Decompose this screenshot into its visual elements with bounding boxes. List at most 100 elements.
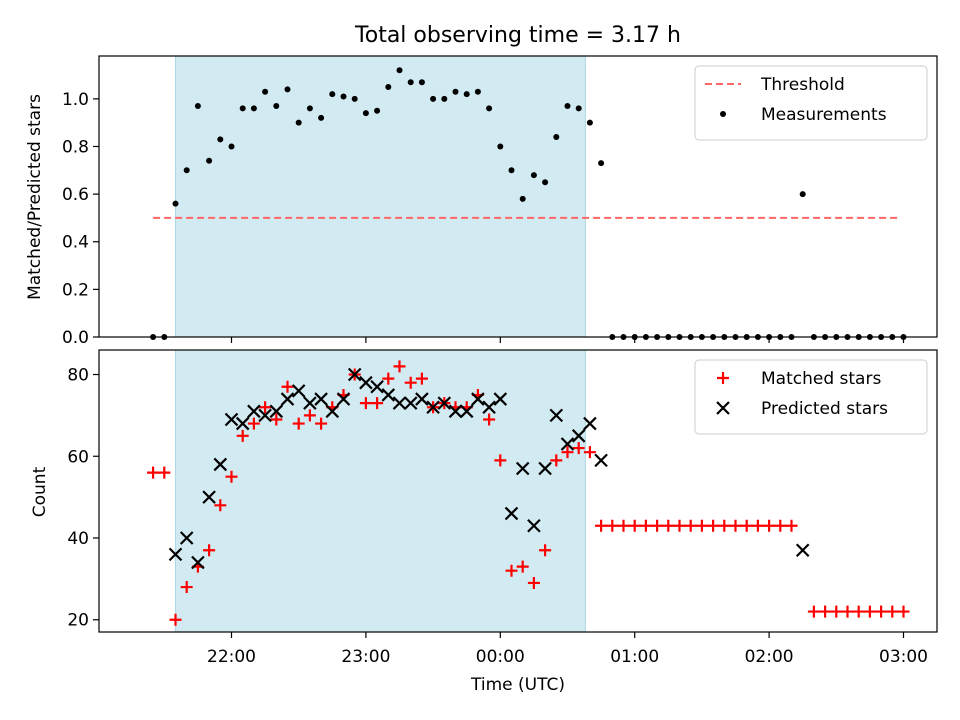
data-point <box>875 605 888 618</box>
data-point <box>183 167 190 174</box>
data-point <box>448 404 463 419</box>
highlight-span <box>175 349 586 633</box>
data-point <box>740 519 753 532</box>
y-tick-label: 0.6 <box>62 185 89 205</box>
data-point <box>493 392 508 406</box>
data-point <box>236 429 249 442</box>
data-point <box>280 392 295 406</box>
data-point <box>235 416 250 431</box>
data-point <box>374 107 381 114</box>
series-1 <box>168 367 810 570</box>
data-point <box>852 605 865 618</box>
data-point <box>684 519 697 532</box>
data-point <box>583 416 597 431</box>
data-point <box>169 613 182 626</box>
data-point <box>362 110 369 117</box>
data-point <box>430 95 437 102</box>
x-tick-label: 03:00 <box>879 647 928 667</box>
data-point <box>819 605 832 618</box>
data-point <box>718 519 731 532</box>
data-point <box>886 605 899 618</box>
legend-label: Measurements <box>761 105 887 125</box>
data-point <box>695 519 708 532</box>
data-point <box>351 95 358 102</box>
data-point <box>504 506 519 521</box>
data-point <box>270 413 283 426</box>
data-point <box>437 396 452 410</box>
axes-frame <box>98 349 938 633</box>
data-point <box>393 360 406 373</box>
data-point <box>707 519 720 532</box>
data-point <box>539 544 552 557</box>
data-point <box>415 392 429 406</box>
data-point <box>561 446 574 459</box>
data-point <box>292 417 305 430</box>
data-point <box>519 195 526 202</box>
data-point <box>785 519 798 532</box>
data-point <box>404 376 417 389</box>
series-0 <box>147 360 910 626</box>
data-point <box>306 105 313 112</box>
axes-frame <box>98 55 938 338</box>
data-point <box>542 179 549 186</box>
data-point <box>527 576 540 589</box>
data-point <box>494 454 507 467</box>
data-point <box>763 519 776 532</box>
data-point <box>336 392 351 406</box>
data-point <box>628 519 641 532</box>
data-point <box>273 103 280 110</box>
data-point <box>515 461 530 476</box>
data-point <box>807 605 820 618</box>
data-point <box>291 384 306 398</box>
data-point <box>729 519 742 532</box>
data-point <box>564 103 571 110</box>
data-point <box>303 409 316 422</box>
data-point <box>795 543 810 558</box>
y-tick-label: 1.0 <box>62 90 89 110</box>
data-point <box>538 461 552 476</box>
data-point <box>325 404 340 419</box>
data-point <box>530 172 537 179</box>
data-point <box>239 105 246 112</box>
data-point <box>441 95 448 102</box>
data-point <box>284 86 291 93</box>
data-point <box>203 544 216 557</box>
data-point <box>250 105 257 112</box>
data-point <box>385 83 392 90</box>
data-point <box>508 167 515 174</box>
legend-label: Matched stars <box>761 369 881 389</box>
data-point <box>228 143 235 150</box>
bottom-panel: 20 40 60 80 22:00 23:00 00:00 01:00 02:00 03:00 Ma… <box>67 349 938 667</box>
data-point <box>639 519 652 532</box>
data-point <box>214 499 227 512</box>
x-tick-label: 23:00 <box>341 647 390 667</box>
data-point <box>583 446 596 459</box>
data-point <box>418 79 425 86</box>
data-point <box>314 392 328 406</box>
data-point <box>594 453 608 468</box>
data-point <box>213 457 228 472</box>
data-point <box>206 157 213 164</box>
data-point <box>179 531 194 545</box>
data-point <box>482 400 496 414</box>
data-point <box>799 191 806 198</box>
data-point <box>553 133 560 140</box>
data-point <box>598 160 605 167</box>
data-point <box>382 372 395 385</box>
data-point <box>471 392 485 406</box>
top-panel: 0.0 0.2 0.4 0.6 0.8 1.0 Threshold Measurements <box>62 55 938 348</box>
legend-label: Predicted stars <box>761 399 888 419</box>
x-axis-label: Time (UTC) <box>470 675 565 695</box>
data-point <box>486 105 493 112</box>
data-point <box>295 119 302 126</box>
data-point <box>505 564 518 577</box>
data-point <box>774 519 787 532</box>
data-point <box>651 519 664 532</box>
top-chart-title: Total observing time = 3.17 h <box>354 23 681 48</box>
x-tick-label: 01:00 <box>610 647 659 667</box>
data-point <box>202 490 216 504</box>
data-point <box>527 518 541 533</box>
y-tick-label: 0.8 <box>62 137 89 157</box>
data-point <box>224 412 239 427</box>
data-point <box>571 429 586 443</box>
